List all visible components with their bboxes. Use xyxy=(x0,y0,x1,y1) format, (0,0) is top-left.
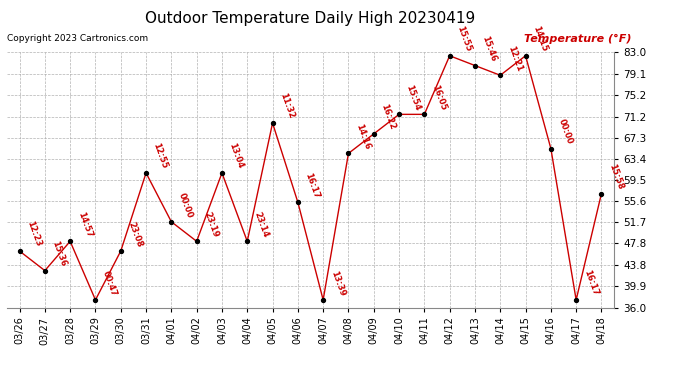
Text: 23:14: 23:14 xyxy=(253,210,270,238)
Text: Temperature (°F): Temperature (°F) xyxy=(524,34,632,44)
Point xyxy=(217,170,228,176)
Point xyxy=(368,131,380,137)
Text: 00:47: 00:47 xyxy=(101,269,119,297)
Text: 23:19: 23:19 xyxy=(202,210,220,238)
Point xyxy=(267,120,278,126)
Point xyxy=(520,53,531,59)
Point xyxy=(545,146,556,152)
Text: 00:00: 00:00 xyxy=(177,191,195,219)
Text: 15:55: 15:55 xyxy=(455,25,473,53)
Point xyxy=(141,170,152,176)
Point xyxy=(317,297,328,303)
Point xyxy=(241,238,253,244)
Text: 16:17: 16:17 xyxy=(582,269,600,297)
Text: Copyright 2023 Cartronics.com: Copyright 2023 Cartronics.com xyxy=(7,34,148,43)
Point xyxy=(444,53,455,59)
Point xyxy=(293,199,304,205)
Point xyxy=(191,238,202,244)
Text: 15:58: 15:58 xyxy=(607,163,624,191)
Point xyxy=(495,72,506,78)
Text: 11:32: 11:32 xyxy=(278,92,296,120)
Point xyxy=(343,150,354,156)
Text: Outdoor Temperature Daily High 20230419: Outdoor Temperature Daily High 20230419 xyxy=(146,11,475,26)
Point xyxy=(65,238,76,244)
Point xyxy=(166,219,177,225)
Point xyxy=(39,268,50,274)
Text: 14:15: 14:15 xyxy=(531,25,549,53)
Text: 12:23: 12:23 xyxy=(25,220,43,248)
Text: 23:08: 23:08 xyxy=(126,220,144,248)
Text: 14:57: 14:57 xyxy=(76,210,93,238)
Point xyxy=(90,297,101,303)
Text: 16:05: 16:05 xyxy=(430,83,448,112)
Text: 12:21: 12:21 xyxy=(506,44,524,72)
Point xyxy=(115,248,126,254)
Text: 15:54: 15:54 xyxy=(404,83,422,112)
Point xyxy=(393,111,404,117)
Text: 14:16: 14:16 xyxy=(354,122,372,151)
Text: 15:46: 15:46 xyxy=(480,34,498,63)
Text: 16:22: 16:22 xyxy=(380,103,397,131)
Point xyxy=(469,63,480,69)
Text: 16:17: 16:17 xyxy=(304,171,321,200)
Point xyxy=(596,190,607,196)
Text: 00:00: 00:00 xyxy=(556,118,574,146)
Point xyxy=(571,297,582,303)
Point xyxy=(419,111,430,117)
Text: 12:55: 12:55 xyxy=(152,142,169,170)
Point xyxy=(14,248,25,254)
Text: 13:04: 13:04 xyxy=(228,142,245,170)
Text: 15:36: 15:36 xyxy=(50,240,68,268)
Text: 13:39: 13:39 xyxy=(328,269,346,297)
